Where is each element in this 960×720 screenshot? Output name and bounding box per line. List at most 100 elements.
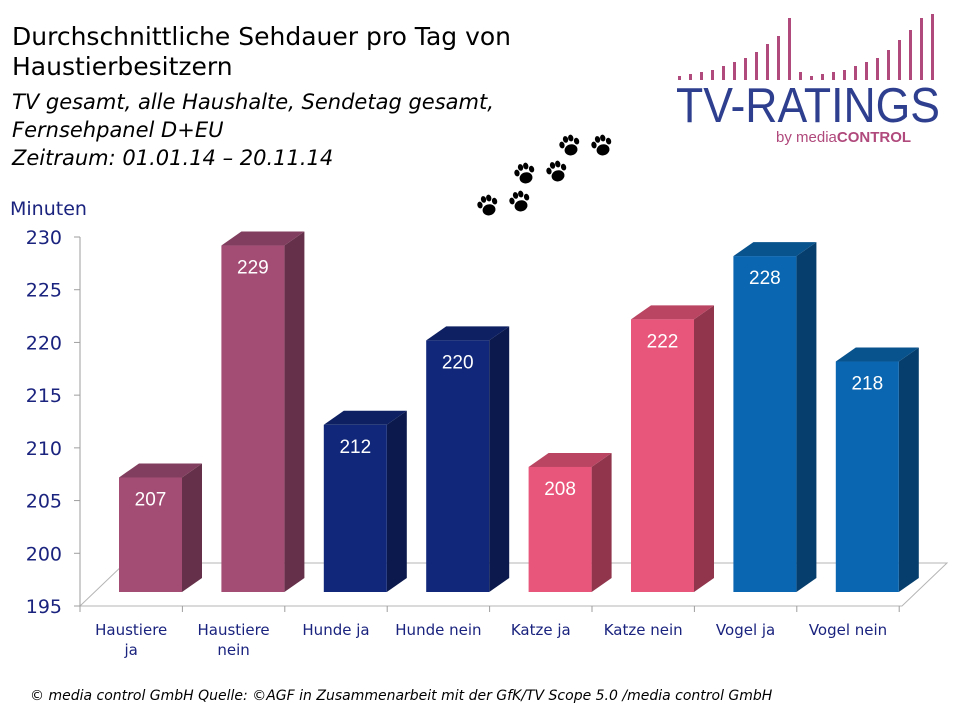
y-tick-label: 195 [26, 596, 62, 618]
paw-prints-decoration [477, 134, 612, 216]
logo-bar [810, 76, 813, 80]
paw-print-icon [514, 162, 535, 184]
bar-1: 207 [119, 463, 202, 592]
x-tick-label: Hunde ja [302, 621, 369, 639]
subtitle-line-3: Zeitraum: 01.01.14 – 20.11.14 [12, 146, 334, 170]
bar-2: 229 [221, 231, 305, 593]
logo-by-text: by media [776, 129, 838, 146]
y-tick-label: 230 [26, 227, 62, 249]
logo-bar [854, 66, 857, 80]
bar-top-face [631, 305, 714, 320]
bar-value-label: 222 [647, 331, 679, 352]
logo-bar [722, 66, 725, 80]
bar-top-face [119, 463, 202, 478]
bar-side-face [284, 231, 305, 593]
x-tick-label: Katze ja [511, 621, 571, 639]
logo-bar [766, 44, 769, 80]
bar-top-face [323, 410, 407, 425]
logo-bar [744, 58, 747, 80]
bar-side-face [386, 410, 407, 592]
bar-side-face [182, 463, 202, 592]
bar-front-face [119, 477, 182, 592]
y-tick-label: 220 [26, 332, 62, 354]
logo-main-text: TV-RATINGS [676, 79, 940, 133]
paw-print-icon [546, 160, 567, 182]
bar-front-face [426, 340, 490, 592]
logo-tagline: by mediaCONTROL [776, 129, 911, 146]
bar-front-face [323, 424, 387, 592]
bar-value-label: 218 [851, 374, 883, 395]
x-tick-label: Vogel ja [716, 621, 775, 639]
chart-floor [78, 562, 949, 607]
bar-side-face [591, 452, 612, 592]
tv-ratings-logo: TV-RATINGS by mediaCONTROL [676, 14, 940, 146]
bar-front-face [835, 361, 899, 592]
bar-top-face [426, 326, 510, 341]
logo-bar [678, 76, 681, 80]
logo-bars-graphic [678, 14, 934, 80]
chart-subtitle: TV gesamt, alle Haushalte, Sendetag gesa… [12, 88, 572, 172]
paw-print-icon [559, 134, 580, 156]
logo-bar [832, 72, 835, 80]
logo-bar [887, 50, 890, 80]
logo-bar [920, 18, 923, 80]
logo-bar [733, 62, 736, 80]
bar-value-label: 220 [442, 352, 474, 373]
logo-bar [799, 72, 802, 80]
y-axis-unit-label: Minuten [10, 198, 87, 220]
bar-top-face [835, 347, 919, 362]
bar-front-face [528, 466, 592, 592]
bar-top-face [733, 242, 817, 257]
logo-bar [898, 40, 901, 80]
y-tick-label: 215 [26, 385, 62, 407]
paw-print-icon [477, 194, 498, 216]
bar-value-label: 228 [749, 268, 781, 289]
logo-bar [788, 18, 791, 80]
bar-side-face [796, 242, 817, 593]
y-tick-label: 210 [26, 438, 62, 460]
subtitle-line-1: TV gesamt, alle Haushalte, Sendetag gesa… [12, 90, 494, 114]
bar-front-face [631, 319, 694, 592]
paw-print-icon [509, 190, 530, 212]
y-tick-label: 225 [26, 280, 62, 302]
bar-top-face [221, 231, 305, 246]
subtitle-line-2: Fernsehpanel D+EU [12, 118, 224, 142]
bar-8: 218 [835, 347, 919, 592]
chart-title: Durchschnittliche Sehdauer pro Tag von H… [12, 22, 512, 81]
logo-bar [700, 72, 703, 80]
logo-bar [777, 36, 780, 80]
paw-print-icon [591, 134, 612, 156]
bar-value-label: 229 [237, 258, 269, 279]
logo-bar [909, 30, 912, 80]
logo-bar [689, 74, 692, 80]
bar-side-face [489, 326, 510, 592]
bar-7: 228 [733, 242, 817, 593]
logo-bar [843, 70, 846, 80]
bar-value-label: 212 [339, 437, 371, 458]
y-tick-label: 200 [26, 543, 62, 565]
x-tick-label: Haustiere nein [198, 621, 270, 659]
bar-chart: 195 200 205 210 215 220 225 230 207 229 212 220 208 2… [26, 227, 949, 659]
logo-bar [755, 52, 758, 80]
bar-value-label: 208 [544, 479, 576, 500]
bar-4: 220 [426, 326, 510, 592]
bar-front-face [221, 245, 285, 593]
bar-5: 208 [528, 452, 612, 592]
logo-bar [821, 74, 824, 80]
bar-value-label: 207 [135, 489, 167, 510]
bar-3: 212 [323, 410, 407, 592]
bar-side-face [898, 347, 919, 592]
y-tick-label: 205 [26, 491, 62, 513]
logo-bar [876, 58, 879, 80]
source-footer: © media control GmbH Quelle: ©AGF in Zus… [30, 688, 773, 704]
logo-bar [931, 14, 934, 80]
x-tick-label: Haustiere ja [95, 621, 167, 659]
bar-top-face [528, 452, 612, 467]
x-tick-label: Hunde nein [395, 621, 481, 639]
bar-6: 222 [631, 305, 714, 592]
logo-control-text: CONTROL [837, 129, 911, 146]
logo-bar [865, 62, 868, 80]
bar-front-face [733, 256, 797, 592]
logo-bar [711, 70, 714, 80]
x-tick-label: Katze nein [604, 621, 683, 639]
